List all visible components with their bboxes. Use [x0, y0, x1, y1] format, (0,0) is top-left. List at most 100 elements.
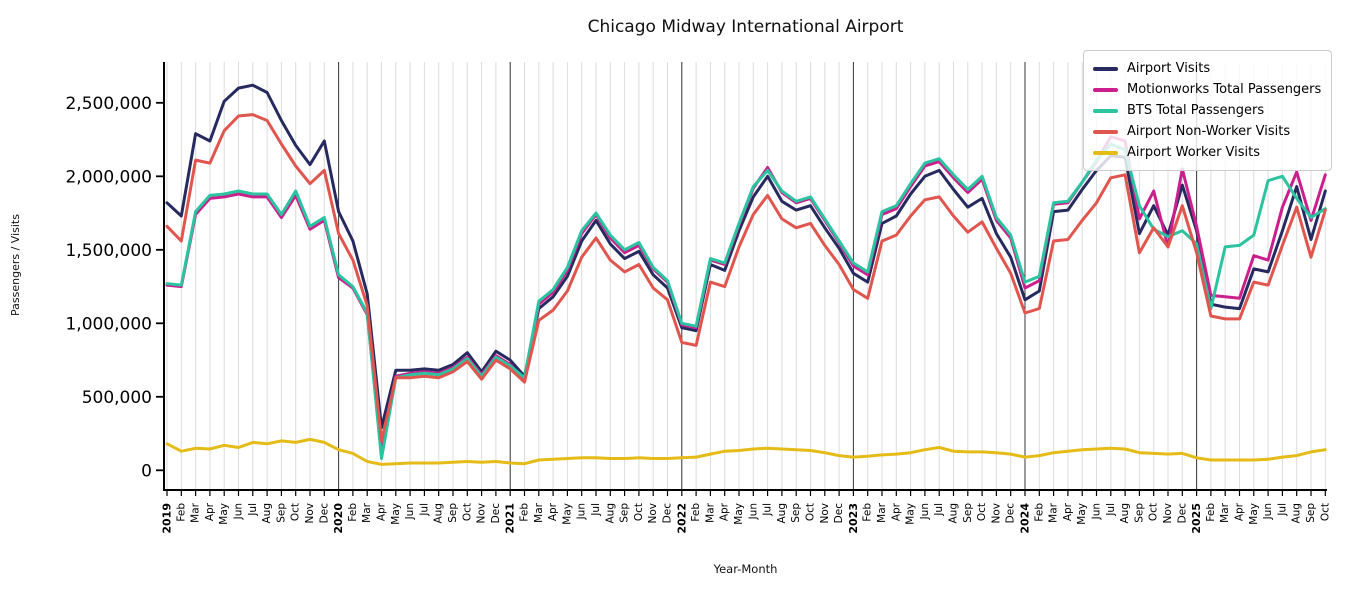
- svg-text:2023: 2023: [847, 503, 860, 534]
- axes-spines: [163, 62, 1327, 491]
- svg-text:Feb: Feb: [519, 503, 531, 522]
- legend-line-swatch: [1093, 150, 1118, 155]
- series-line-airport-visits: [165, 83, 1327, 430]
- svg-text:Nov: Nov: [476, 503, 488, 524]
- svg-text:Jun: Jun: [1262, 503, 1274, 520]
- svg-text:2021: 2021: [504, 503, 517, 534]
- svg-text:Mar: Mar: [1219, 502, 1231, 522]
- series-line-motionworks-total-passengers: [165, 135, 1327, 453]
- svg-text:Dec: Dec: [833, 503, 845, 524]
- svg-text:Oct: Oct: [290, 503, 302, 521]
- svg-text:Nov: Nov: [1162, 503, 1174, 524]
- svg-text:Aug: Aug: [433, 503, 445, 524]
- svg-text:Nov: Nov: [647, 503, 659, 524]
- legend-item: Airport Non-Worker Visits: [1093, 121, 1321, 142]
- svg-text:Jul: Jul: [418, 503, 430, 517]
- svg-text:Oct: Oct: [1148, 503, 1160, 521]
- svg-text:2025: 2025: [1190, 503, 1203, 534]
- svg-text:Jul: Jul: [590, 503, 602, 517]
- svg-text:Apr: Apr: [204, 502, 216, 521]
- svg-text:Apr: Apr: [376, 502, 388, 521]
- svg-text:Jun: Jun: [576, 503, 588, 520]
- svg-text:Feb: Feb: [1205, 503, 1217, 522]
- svg-text:Mar: Mar: [361, 502, 373, 522]
- series-line-bts-total-passengers: [165, 142, 1327, 460]
- svg-text:Feb: Feb: [1033, 503, 1045, 522]
- svg-text:Feb: Feb: [690, 503, 702, 522]
- svg-text:Jun: Jun: [404, 503, 416, 520]
- svg-text:Nov: Nov: [304, 503, 316, 524]
- svg-text:May: May: [733, 503, 745, 525]
- svg-text:Oct: Oct: [633, 503, 645, 521]
- svg-text:Sep: Sep: [1133, 503, 1145, 523]
- svg-text:2020: 2020: [332, 503, 345, 534]
- svg-text:0: 0: [141, 461, 152, 481]
- svg-text:1,000,000: 1,000,000: [65, 314, 152, 334]
- svg-text:Jun: Jun: [1091, 503, 1103, 520]
- svg-text:Jul: Jul: [762, 503, 774, 517]
- svg-text:2,500,000: 2,500,000: [65, 94, 152, 114]
- legend-item-label: Airport Visits: [1127, 61, 1211, 76]
- svg-text:Feb: Feb: [175, 503, 187, 522]
- svg-text:May: May: [561, 503, 573, 525]
- svg-text:2,000,000: 2,000,000: [65, 167, 152, 187]
- svg-text:Aug: Aug: [1291, 503, 1303, 524]
- legend-line-swatch: [1093, 87, 1118, 92]
- svg-text:Jun: Jun: [233, 503, 245, 520]
- legend-item-label: Airport Non-Worker Visits: [1127, 124, 1291, 139]
- svg-text:Apr: Apr: [719, 502, 731, 521]
- svg-text:Nov: Nov: [819, 503, 831, 524]
- svg-text:May: May: [1076, 503, 1088, 525]
- svg-text:Mar: Mar: [533, 502, 545, 522]
- svg-text:Apr: Apr: [1062, 502, 1074, 521]
- svg-text:Oct: Oct: [976, 503, 988, 521]
- svg-text:Jul: Jul: [1105, 503, 1117, 517]
- svg-text:Aug: Aug: [604, 503, 616, 524]
- svg-text:Apr: Apr: [547, 502, 559, 521]
- svg-text:Jul: Jul: [933, 503, 945, 517]
- legend-line-swatch: [1093, 66, 1118, 71]
- axis-ticks: [156, 101, 1326, 496]
- legend-line-swatch: [1093, 108, 1118, 113]
- legend: Airport Visits Motionworks Total Passeng…: [1083, 50, 1333, 171]
- svg-text:2024: 2024: [1019, 503, 1032, 534]
- legend-item: BTS Total Passengers: [1093, 100, 1321, 121]
- svg-text:2019: 2019: [161, 503, 174, 534]
- svg-text:Oct: Oct: [461, 503, 473, 521]
- svg-text:Mar: Mar: [190, 502, 202, 522]
- legend-item-label: BTS Total Passengers: [1127, 103, 1265, 118]
- svg-text:Dec: Dec: [490, 503, 502, 524]
- x-axis-label: Year-Month: [713, 562, 778, 576]
- chart-title: Chicago Midway International Airport: [587, 17, 904, 37]
- svg-text:May: May: [905, 503, 917, 525]
- svg-text:Sep: Sep: [962, 503, 974, 523]
- legend-line-swatch: [1093, 129, 1118, 134]
- svg-text:Mar: Mar: [1048, 502, 1060, 522]
- legend-item: Airport Visits: [1093, 58, 1321, 79]
- svg-text:Dec: Dec: [662, 503, 674, 524]
- svg-text:Feb: Feb: [862, 503, 874, 522]
- svg-text:Jun: Jun: [919, 503, 931, 520]
- svg-text:Mar: Mar: [876, 502, 888, 522]
- legend-item: Airport Worker Visits: [1093, 142, 1321, 163]
- svg-text:Sep: Sep: [275, 503, 287, 523]
- svg-text:May: May: [390, 503, 402, 525]
- svg-text:May: May: [218, 503, 230, 525]
- svg-text:Jun: Jun: [747, 503, 759, 520]
- svg-text:Aug: Aug: [261, 503, 273, 524]
- legend-item: Motionworks Total Passengers: [1093, 79, 1321, 100]
- legend-item-label: Motionworks Total Passengers: [1127, 82, 1322, 97]
- tick-labels: 0 500,000 1,000,000 1,500,000 2,000,000 2,500…: [65, 94, 1331, 534]
- svg-text:Sep: Sep: [1305, 503, 1317, 523]
- svg-text:500,000: 500,000: [82, 388, 152, 408]
- svg-text:Jul: Jul: [1276, 503, 1288, 517]
- svg-text:Sep: Sep: [619, 503, 631, 523]
- series-line-airport-non-worker-visits: [165, 113, 1327, 443]
- series-line-airport-worker-visits: [165, 437, 1327, 466]
- svg-text:Dec: Dec: [1005, 503, 1017, 524]
- svg-text:Apr: Apr: [890, 502, 902, 521]
- svg-text:Nov: Nov: [990, 503, 1002, 524]
- data-series-lines: [165, 83, 1327, 466]
